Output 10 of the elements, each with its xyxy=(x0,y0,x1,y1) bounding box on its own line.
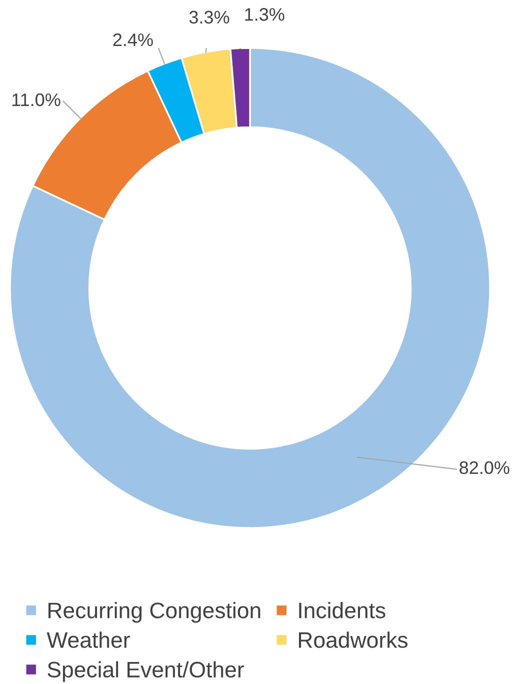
legend-label: Special Event/Other xyxy=(48,661,244,682)
data-label: 2.4% xyxy=(113,33,153,46)
data-label: 82.0% xyxy=(460,461,510,474)
legend-label: Roadworks xyxy=(298,632,408,648)
data-label: 1.3% xyxy=(245,8,284,21)
data-label: 11.0% xyxy=(12,93,60,106)
legend-label: Weather xyxy=(46,632,130,648)
legend-label: Incidents xyxy=(299,602,386,618)
data-label: 3.3% xyxy=(189,10,230,24)
legend-label: Recurring Congestion xyxy=(48,602,260,623)
